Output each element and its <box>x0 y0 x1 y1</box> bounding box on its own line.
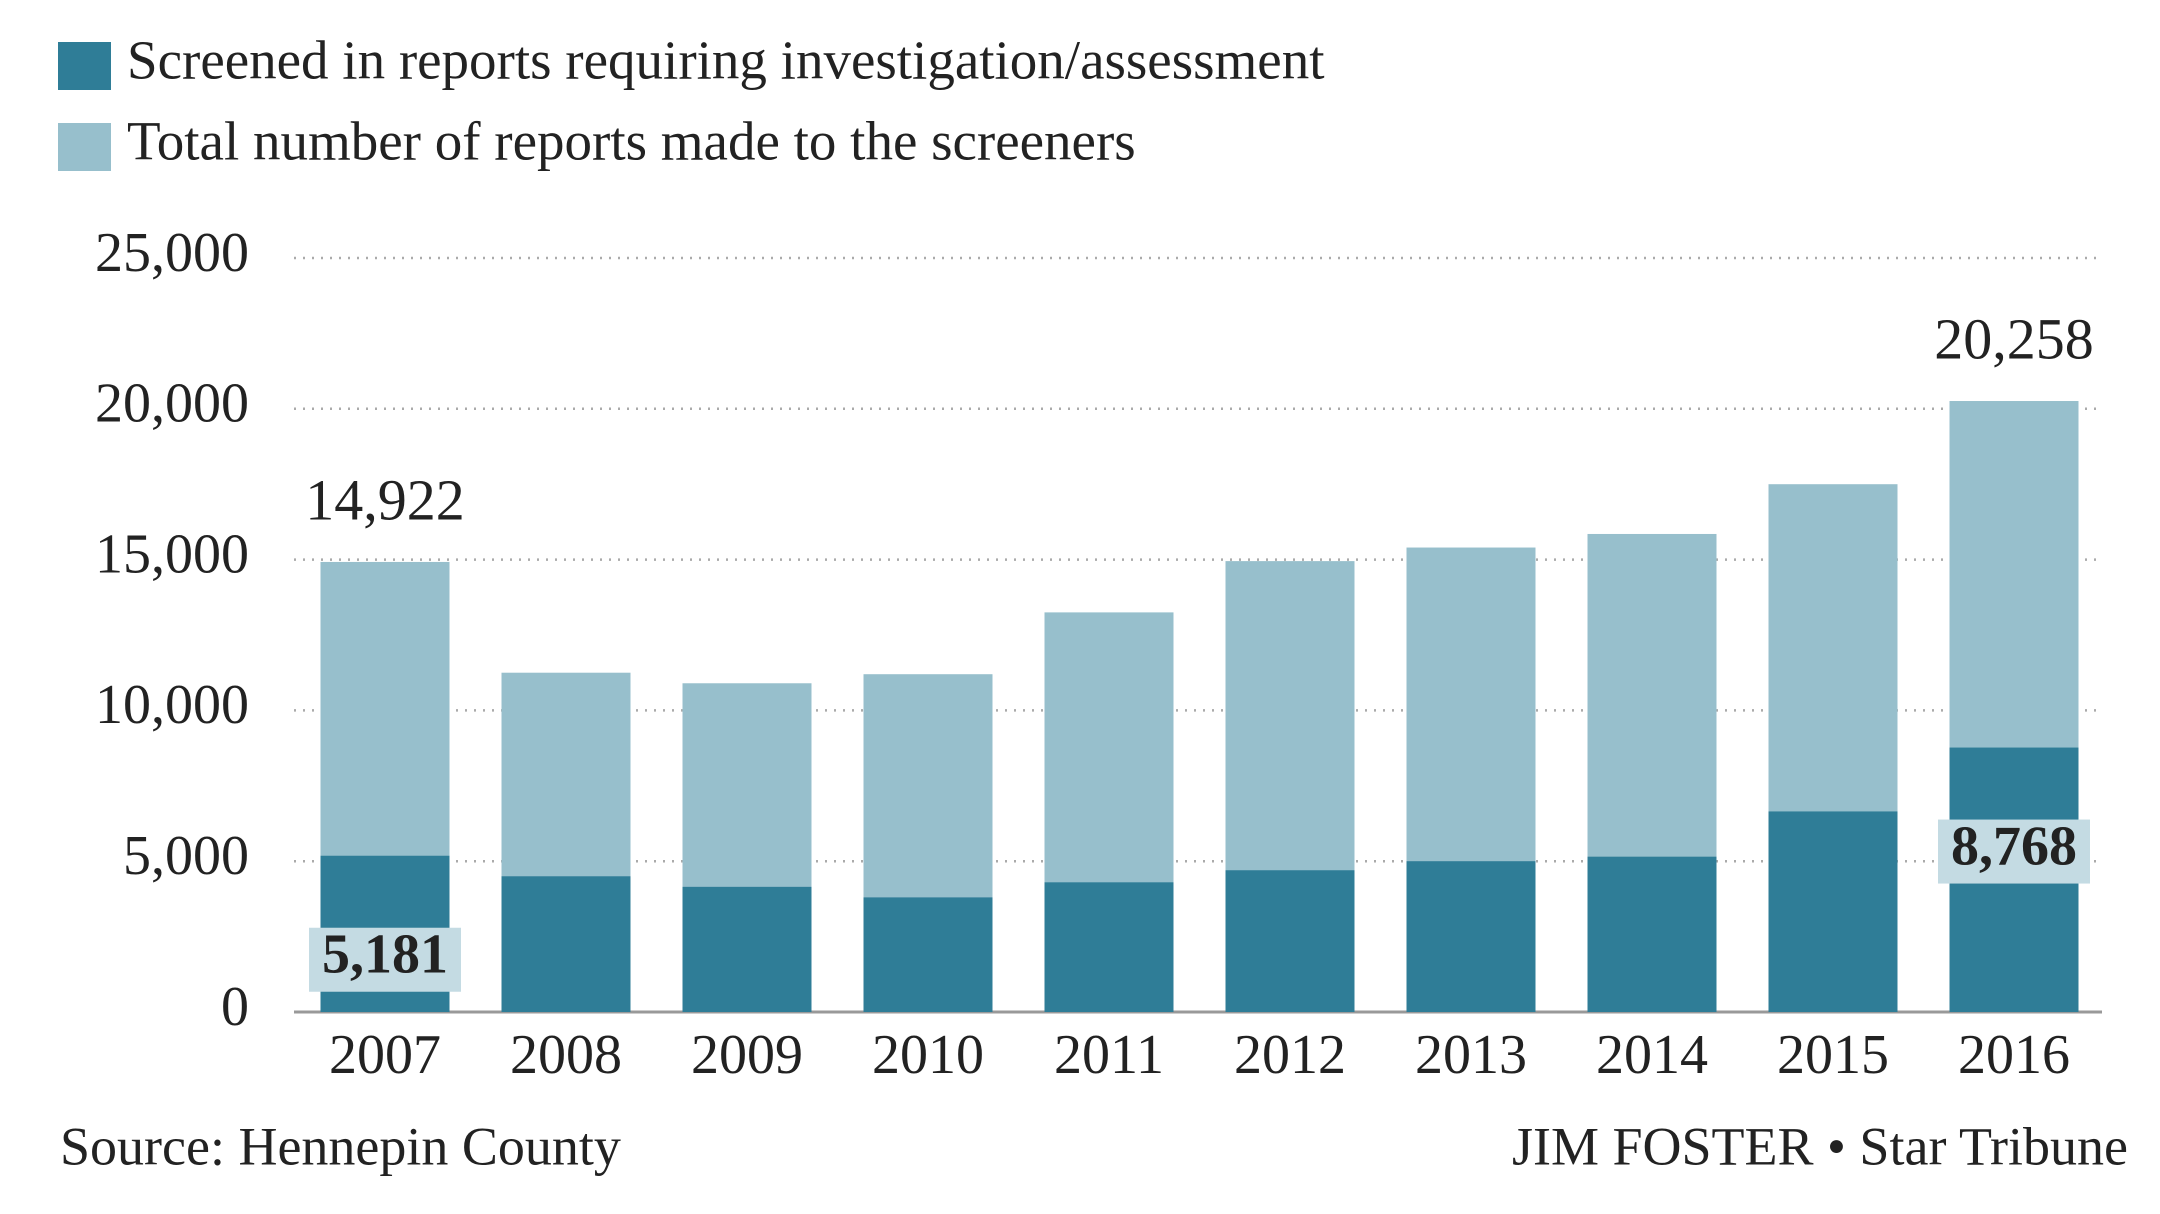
value-label-bg <box>1938 819 2090 884</box>
legend-label: Screened in reports requiring investigat… <box>127 30 1325 91</box>
x-tick-label: 2010 <box>872 1024 984 1086</box>
value-label: 20,258 <box>1934 306 2094 371</box>
source: Source: Hennepin County <box>60 1116 621 1176</box>
x-tick-label: 2014 <box>1596 1024 1708 1086</box>
y-tick-label: 15,000 <box>95 523 249 585</box>
x-tick-label: 2012 <box>1234 1024 1346 1086</box>
value-label: 8,768 <box>1951 815 2077 877</box>
bar <box>1768 811 1898 1012</box>
bar <box>1406 861 1536 1012</box>
credit: JIM FOSTER • Star Tribune <box>1512 1116 2128 1176</box>
x-tick-label: 2013 <box>1415 1024 1527 1086</box>
bar <box>1225 870 1355 1012</box>
y-tick-label: 25,000 <box>95 222 249 284</box>
value-label-bg <box>309 927 461 992</box>
legend-swatch <box>58 123 111 171</box>
bar <box>1044 882 1174 1012</box>
y-tick-label: 5,000 <box>123 825 249 887</box>
legend-swatch <box>58 42 111 90</box>
value-label: 14,922 <box>305 467 465 532</box>
bar <box>863 897 993 1012</box>
x-tick-label: 2007 <box>329 1024 441 1086</box>
x-tick-label: 2008 <box>510 1024 622 1086</box>
x-tick-label: 2015 <box>1777 1024 1889 1086</box>
bar <box>501 876 631 1012</box>
value-label: 5,181 <box>322 924 448 986</box>
y-tick-label: 10,000 <box>95 674 249 736</box>
legend-label: Total number of reports made to the scre… <box>127 111 1136 172</box>
bar <box>1587 856 1717 1012</box>
x-tick-label: 2016 <box>1958 1024 2070 1086</box>
y-tick-label: 20,000 <box>95 373 249 435</box>
x-tick-label: 2011 <box>1054 1024 1164 1086</box>
x-tick-label: 2009 <box>691 1024 803 1086</box>
bar <box>682 886 812 1012</box>
y-tick-label: 0 <box>221 976 249 1038</box>
